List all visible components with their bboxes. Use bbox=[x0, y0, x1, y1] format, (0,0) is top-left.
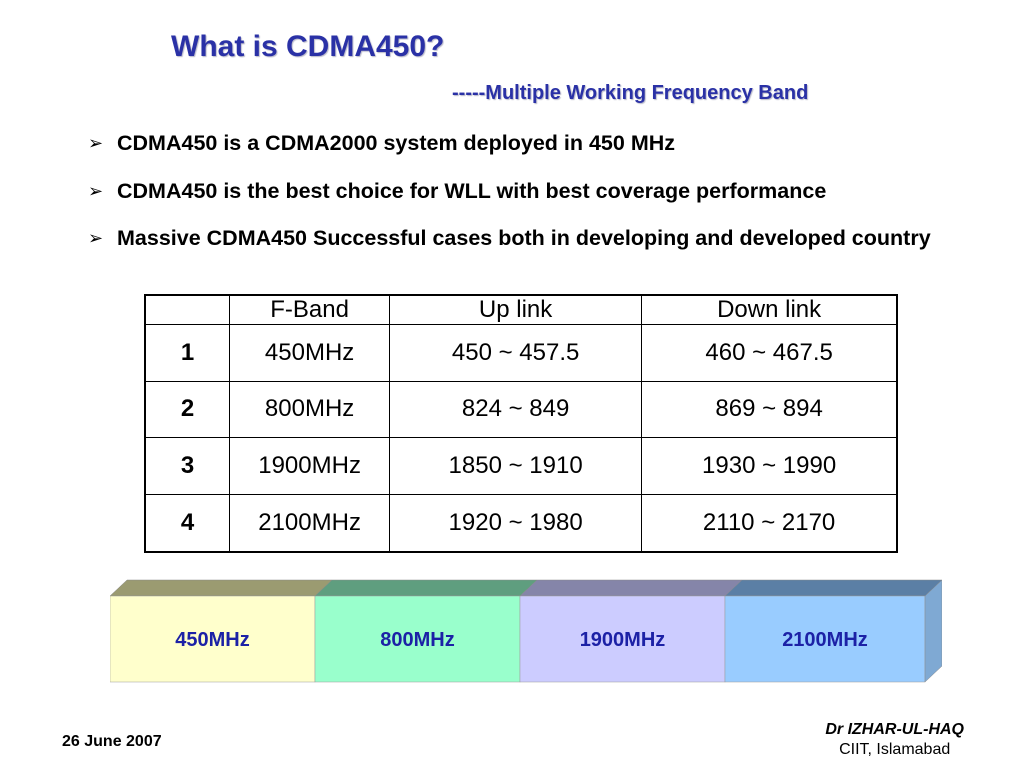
band-segment-face bbox=[110, 595, 316, 683]
author-name: Dr IZHAR-UL-HAQ bbox=[825, 721, 964, 738]
down-link-cell: 460 ~ 467.5 bbox=[641, 324, 898, 382]
band-bar-graphic: 450MHz 800MHz 1900MHz 2100MHz bbox=[110, 578, 942, 684]
band-segment-top bbox=[724, 579, 942, 597]
band-segment-top bbox=[519, 579, 743, 597]
f-band-cell: 2100MHz bbox=[229, 493, 390, 553]
f-band-cell: 450MHz bbox=[229, 324, 390, 382]
header-index bbox=[144, 294, 231, 325]
band-bar-svg bbox=[110, 579, 942, 683]
arrow-bullet-icon: ➢ bbox=[88, 228, 104, 248]
bullet-text: CDMA450 is a CDMA2000 system deployed in… bbox=[117, 131, 676, 155]
band-segment-label: 450MHz bbox=[175, 629, 250, 651]
table-row: 4 2100MHz 1920 ~ 1980 2110 ~ 2170 bbox=[144, 493, 898, 553]
bullet-item: ➢ CDMA450 is the best choice for WLL wit… bbox=[88, 176, 998, 206]
band-segment-face bbox=[314, 595, 521, 683]
band-segment-top bbox=[110, 579, 333, 597]
bullet-item: ➢ Massive CDMA450 Successful cases both … bbox=[88, 223, 998, 253]
bullet-text: CDMA450 is the best choice for WLL with … bbox=[117, 179, 827, 203]
up-link-cell: 1850 ~ 1910 bbox=[388, 437, 643, 495]
band-segment-top bbox=[314, 579, 538, 597]
band-bar-side bbox=[924, 579, 942, 683]
arrow-bullet-icon: ➢ bbox=[88, 133, 104, 153]
table-row: 1 450MHz 450 ~ 457.5 460 ~ 467.5 bbox=[144, 324, 898, 382]
footer-author-block: Dr IZHAR-UL-HAQ CIIT, Islamabad bbox=[825, 721, 964, 759]
row-index: 1 bbox=[144, 324, 231, 382]
band-segment-label: 800MHz bbox=[380, 629, 455, 651]
row-index: 3 bbox=[144, 437, 231, 495]
up-link-cell: 1920 ~ 1980 bbox=[388, 493, 643, 553]
band-segment-face bbox=[519, 595, 726, 683]
table-row: 2 800MHz 824 ~ 849 869 ~ 894 bbox=[144, 380, 898, 439]
down-link-cell: 1930 ~ 1990 bbox=[641, 437, 898, 495]
up-link-cell: 450 ~ 457.5 bbox=[388, 324, 643, 382]
bullet-item: ➢ CDMA450 is a CDMA2000 system deployed … bbox=[88, 128, 998, 158]
footer-date: 26 June 2007 bbox=[62, 733, 162, 750]
band-segment-label: 2100MHz bbox=[782, 629, 868, 651]
up-link-cell: 824 ~ 849 bbox=[388, 380, 643, 439]
author-institution: CIIT, Islamabad bbox=[839, 741, 951, 758]
bullet-list: ➢ CDMA450 is a CDMA2000 system deployed … bbox=[88, 128, 998, 253]
row-index: 4 bbox=[144, 493, 231, 553]
slide-title: What is CDMA450? bbox=[171, 30, 445, 63]
table-row: 3 1900MHz 1850 ~ 1910 1930 ~ 1990 bbox=[144, 437, 898, 495]
row-index: 2 bbox=[144, 380, 231, 439]
table-header-row: F-Band Up link Down link bbox=[144, 294, 898, 325]
band-segment-face bbox=[724, 595, 926, 683]
f-band-cell: 1900MHz bbox=[229, 437, 390, 495]
band-segment-label: 1900MHz bbox=[579, 629, 666, 651]
header-down-link: Down link bbox=[641, 294, 898, 325]
frequency-band-table: F-Band Up link Down link 1 450MHz 450 ~ … bbox=[144, 294, 898, 553]
arrow-bullet-icon: ➢ bbox=[88, 181, 104, 201]
header-up-link: Up link bbox=[388, 294, 643, 325]
slide-subtitle: -----Multiple Working Frequency Band bbox=[452, 82, 809, 104]
header-f-band: F-Band bbox=[229, 294, 390, 325]
down-link-cell: 869 ~ 894 bbox=[641, 380, 898, 439]
bullet-text: Massive CDMA450 Successful cases both in… bbox=[117, 226, 931, 250]
f-band-cell: 800MHz bbox=[229, 380, 390, 439]
down-link-cell: 2110 ~ 2170 bbox=[641, 493, 898, 553]
